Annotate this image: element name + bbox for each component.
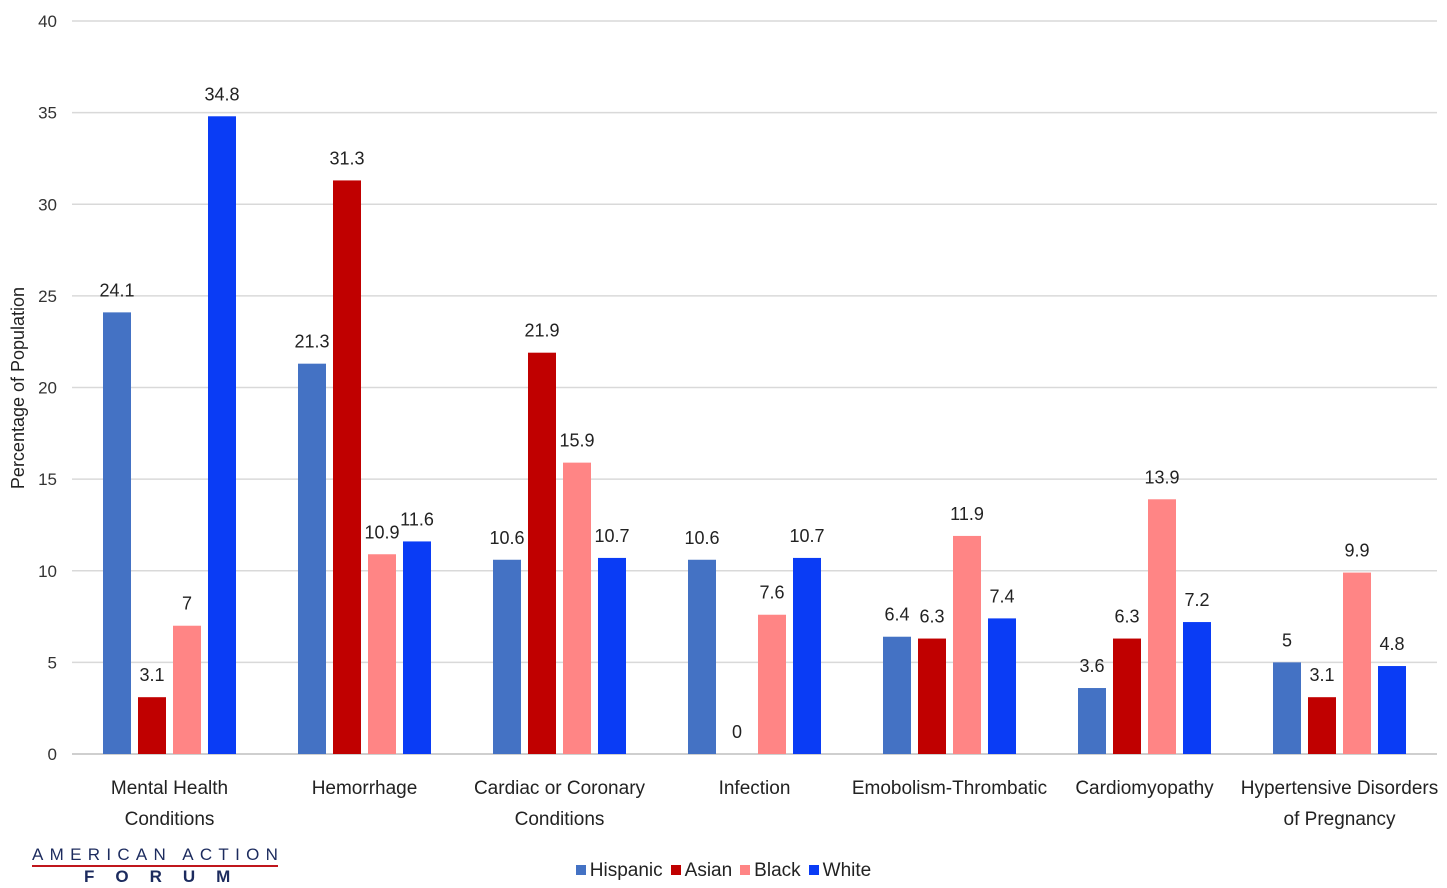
data-label: 31.3 [329,148,364,168]
bar-chart: 0 5 10 15 20 25 30 35 40 24.1 3.1 7 34.8 21.3 31.3 10.… [8,12,1438,830]
data-label: 10.9 [364,522,399,542]
gridlines [72,20,1437,755]
data-label: 5 [1282,630,1292,650]
category-labels: Mental Health Conditions Hemorrhage Cardiac… [111,778,1438,830]
american-action-forum-logo: AMERICAN ACTION FORUM [32,846,278,886]
y-tick-label: 10 [38,562,57,581]
legend-item-asian: Asian [670,860,733,882]
bar-white [793,557,821,754]
bar-asian [918,638,946,754]
legend-swatch [575,865,586,875]
bar-black [758,614,786,754]
bar-hispanic [298,363,326,754]
category-label: Infection [719,778,791,799]
y-tick-label: 0 [48,745,57,764]
category-label: Cardiomyopathy [1075,778,1214,799]
legend-label: Hispanic [589,860,663,881]
data-label: 7.2 [1184,590,1209,610]
data-label: 24.1 [99,280,134,300]
logo-line1: AMERICAN ACTION [32,845,285,864]
data-label: 21.9 [524,321,559,341]
legend-label: White [822,860,872,881]
bar-black [368,554,396,754]
data-label: 9.9 [1344,541,1369,561]
data-label: 4.8 [1379,634,1404,654]
category-label: Emobolism-Thrombatic [852,778,1047,799]
legend-label: Asian [684,860,733,881]
data-label: 11.9 [950,504,984,524]
bars [103,116,1406,755]
bar-black [1343,572,1371,754]
legend-swatch [740,865,751,875]
bar-black [1148,499,1176,754]
category-label: Conditions [515,809,605,830]
data-label: 7 [182,594,192,614]
y-tick-label: 40 [38,12,57,31]
bar-hispanic [1078,688,1106,754]
data-label: 11.6 [400,509,434,529]
bar-white [208,116,236,755]
bar-black [563,462,591,754]
legend-label: Black [754,860,801,881]
legend-swatch [808,865,819,875]
category-label: of Pregnancy [1284,809,1396,830]
data-label: 6.3 [919,607,944,627]
legend-item-black: Black [740,860,801,882]
data-label: 6.3 [1114,607,1139,627]
y-axis-label: Percentage of Population [8,287,28,489]
data-label: 15.9 [559,431,594,451]
data-label: 7.4 [989,586,1014,606]
bar-asian [528,352,556,754]
data-label: 3.1 [139,665,164,685]
bar-hispanic [1273,662,1301,754]
y-axis-ticks: 0 5 10 15 20 25 30 35 40 [38,12,57,764]
category-label: Mental Health [111,778,228,799]
category-label: Hemorrhage [312,778,418,799]
y-tick-label: 20 [38,379,57,398]
bar-asian [1308,697,1336,754]
bar-asian [333,180,361,755]
y-tick-label: 25 [38,287,57,306]
data-label: 10.7 [594,526,629,546]
data-label: 34.8 [204,84,239,104]
bar-asian [138,697,166,754]
legend-item-hispanic: Hispanic [575,860,663,882]
y-tick-label: 15 [38,470,57,489]
data-label: 21.3 [294,332,329,352]
logo-rule [32,865,278,867]
bar-hispanic [883,636,911,754]
data-label: 10.6 [489,528,524,548]
category-label: Hypertensive Disorders [1241,778,1438,799]
data-label: 3.1 [1309,665,1334,685]
data-labels: 24.1 3.1 7 34.8 21.3 31.3 10.911.6 10.6 21.9 15.9… [99,84,1404,742]
legend-item-white: White [808,860,872,882]
bar-white [1378,666,1406,754]
category-label: Cardiac or Coronary [474,778,646,799]
logo-line2: FORUM [84,867,252,886]
bar-asian [1113,638,1141,754]
y-tick-label: 35 [38,104,57,123]
data-label: 7.6 [759,583,784,603]
y-tick-label: 5 [48,653,57,672]
bar-white [1183,622,1211,754]
bar-hispanic [688,559,716,754]
data-label: 13.9 [1144,467,1179,487]
y-tick-label: 30 [38,195,57,214]
bar-black [173,625,201,754]
data-label: 6.4 [884,605,909,625]
legend-swatch [670,865,681,875]
bar-hispanic [103,312,131,754]
data-label: 10.7 [789,526,824,546]
bar-white [403,541,431,754]
data-label: 10.6 [684,528,719,548]
data-label: 0 [732,722,742,742]
bar-white [598,557,626,754]
bar-black [953,535,981,754]
bar-hispanic [493,559,521,754]
data-label: 3.6 [1079,656,1104,676]
bar-white [988,618,1016,754]
chart-legend: Hispanic Asian Black White [0,860,1447,882]
category-label: Conditions [125,809,215,830]
